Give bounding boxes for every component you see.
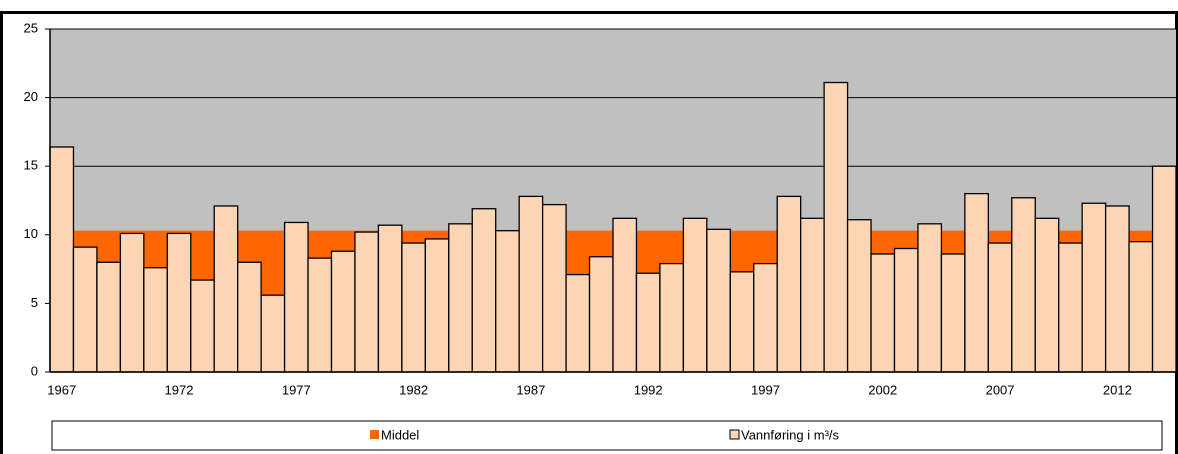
bar: [1011, 197, 1036, 373]
x-tick-label: 2007: [986, 382, 1015, 397]
legend-label: Vannføring i m³/s: [741, 427, 840, 442]
bar: [1034, 217, 1060, 373]
bar: [753, 262, 778, 373]
y-tick-label: 0: [31, 363, 38, 378]
bar: [635, 272, 661, 373]
bar: [729, 271, 755, 373]
bar: [143, 267, 168, 373]
bar: [940, 253, 966, 373]
bar: [495, 230, 520, 373]
x-tick-label: 1992: [634, 382, 663, 397]
bar: [706, 228, 731, 373]
bar: [72, 246, 98, 373]
y-tick-label: 10: [24, 226, 38, 241]
bar: [776, 195, 802, 373]
bar: [1151, 165, 1177, 373]
bar: [448, 223, 473, 373]
bar: [213, 205, 239, 373]
bar: [307, 257, 333, 373]
bar: [377, 224, 403, 373]
y-tick-label: 25: [24, 20, 38, 35]
y-tick-label: 15: [24, 158, 38, 173]
bar: [917, 223, 943, 373]
legend-label: Middel: [381, 427, 419, 442]
bar: [612, 217, 638, 373]
bar: [588, 256, 614, 373]
bar: [518, 195, 544, 373]
legend: [51, 420, 1163, 451]
x-tick-label: 1967: [47, 382, 76, 397]
bar: [846, 219, 872, 373]
bar: [800, 217, 825, 373]
bar: [260, 294, 286, 373]
x-tick-label: 1972: [165, 382, 194, 397]
bar: [190, 279, 215, 373]
bar: [682, 217, 708, 373]
bar: [565, 273, 591, 373]
x-tick-label: 1997: [751, 382, 780, 397]
bar: [870, 253, 896, 373]
x-tick-label: 1982: [399, 382, 428, 397]
bar: [964, 192, 989, 373]
bar: [119, 232, 145, 373]
bar: [49, 146, 75, 373]
bar: [401, 242, 426, 373]
bar: [893, 247, 919, 373]
bar: [237, 261, 262, 373]
bar: [541, 203, 567, 373]
bar: [424, 238, 450, 373]
bar: [354, 231, 380, 373]
x-tick-label: 2002: [868, 382, 897, 397]
bar: [96, 261, 122, 373]
bar: [1128, 241, 1154, 373]
bar: [823, 81, 849, 373]
bar: [330, 250, 356, 373]
bar: [987, 242, 1013, 373]
x-tick-label: 1977: [282, 382, 311, 397]
bar: [1104, 205, 1130, 373]
bar: [471, 208, 497, 373]
bar: [659, 262, 685, 373]
bar: [1058, 242, 1083, 373]
x-tick-label: 2012: [1103, 382, 1132, 397]
y-tick-label: 20: [24, 89, 38, 104]
bar: [166, 232, 192, 373]
y-tick-label: 5: [31, 295, 38, 310]
legend-swatch: [729, 429, 740, 440]
bar: [283, 221, 309, 373]
x-tick-label: 1987: [516, 382, 545, 397]
legend-swatch: [370, 430, 379, 439]
bar: [1081, 202, 1107, 373]
